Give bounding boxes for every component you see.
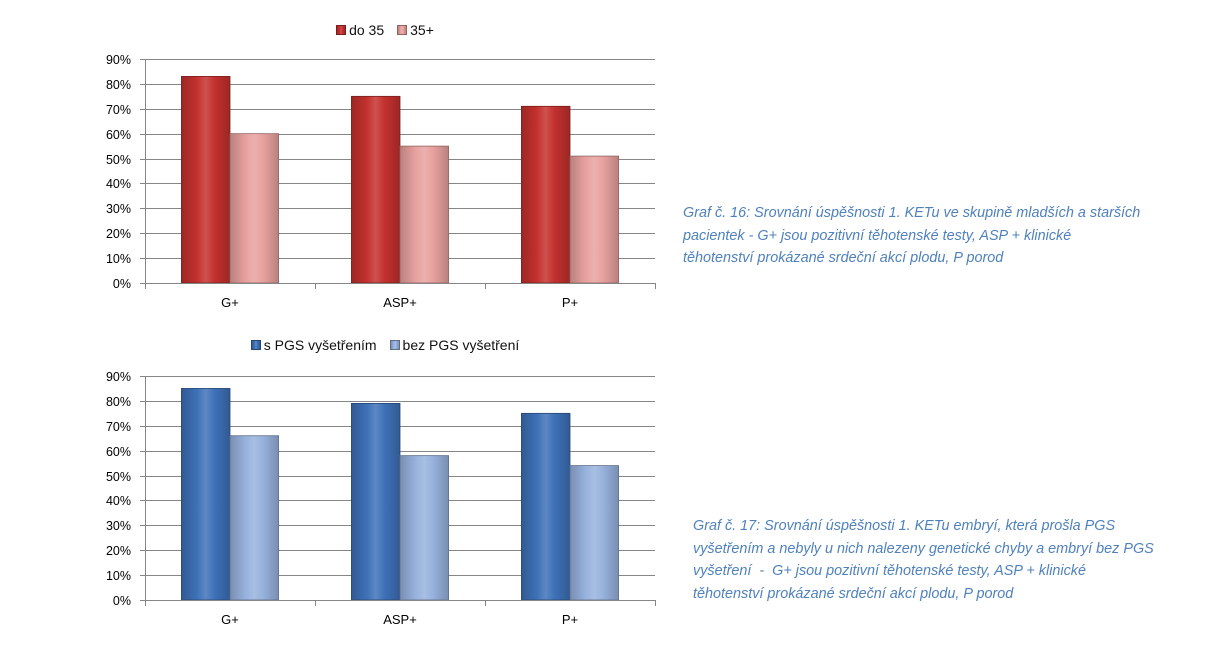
legend-marker [389,340,400,350]
y-tick-label: 10% [106,569,131,583]
caption-line: vyšetřením a nebyly u nich nalezeny gene… [693,540,1154,557]
chart-legend: do 35 35+ [90,21,680,39]
legend-item-s-pgs: s PGS vyšetřením [250,337,377,353]
y-tick-label: 50% [106,153,131,167]
figure-graf-17: s PGS vyšetřením bez PGS vyšetření 0% 10%… [90,330,680,636]
legend-label: 35+ [410,22,434,38]
figure-caption: Graf č. 17: Srovnání úspěšnosti 1. KETu … [693,515,1154,605]
y-tick-label: 40% [106,177,131,191]
y-tick-label: 0% [113,594,131,608]
bar-bez-pgs-vysetreni-p [569,465,619,601]
y-tick-label: 30% [106,519,131,533]
bar-bez-pgs-vysetreni-asp [399,455,449,601]
bar-chart: 0% 10% 20% 30% 40% 50% 60% 70% 80% 90% G+ ASP+ P+ [106,53,656,310]
caption-line: pacientek - G+ jsou pozitivní těhotenské… [683,227,1072,244]
y-tick-label: 0% [113,277,131,291]
chart-legend: s PGS vyšetřením bez PGS vyšetření [90,336,680,354]
x-category-label: P+ [562,295,578,310]
bar-35-asp [399,145,449,284]
legend-item-35-plus: 35+ [397,22,434,38]
bar-do-35-p [521,105,571,284]
y-tick-label: 80% [106,395,131,409]
y-tick-label: 40% [106,494,131,508]
legend-marker [397,25,408,35]
bar-bez-pgs-vysetreni-g [229,435,279,601]
y-tick-label: 90% [106,370,131,384]
caption-line: těhotenství prokázané srdeční akcí plodu… [693,585,1014,602]
bar-chart: 0% 10% 20% 30% 40% 50% 60% 70% 80% 90% G+ ASP+ P+ [106,370,656,627]
bar-35-p [569,155,619,284]
x-category-label: G+ [221,612,239,627]
legend-item-bez-pgs: bez PGS vyšetření [389,337,520,353]
y-tick-label: 90% [106,53,131,67]
bar-do-35-g [181,76,231,284]
y-tick-label: 60% [106,128,131,142]
legend-marker [336,25,347,35]
y-tick-label: 30% [106,202,131,216]
y-tick-label: 20% [106,544,131,558]
bar-s-pgs-vysetrenim-asp [351,402,401,601]
y-tick-label: 50% [106,470,131,484]
figure-caption: Graf č. 16: Srovnání úspěšnosti 1. KETu … [683,202,1140,270]
x-category-label: G+ [221,295,239,310]
legend-marker [250,340,261,350]
caption-line: těhotenství prokázané srdeční akcí plodu… [683,250,1004,267]
bar-s-pgs-vysetrenim-g [181,388,231,601]
bar-s-pgs-vysetrenim-p [521,412,571,601]
caption-line: vyšetření - G+ jsou pozitivní těhotenské… [693,563,1086,580]
caption-line: Graf č. 17: Srovnání úspěšnosti 1. KETu … [693,518,1116,534]
y-tick-label: 70% [106,103,131,117]
x-category-label: ASP+ [383,295,417,310]
x-category-label: ASP+ [383,612,417,627]
legend-label: bez PGS vyšetření [402,337,520,353]
legend-label: do 35 [349,22,385,38]
y-tick-label: 20% [106,227,131,241]
legend-item-do-35: do 35 [336,22,384,38]
y-tick-label: 60% [106,445,131,459]
bar-35-g [229,133,279,284]
caption-line: Graf č. 16: Srovnání úspěšnosti 1. KETu … [683,205,1141,221]
bar-do-35-asp [351,95,401,284]
y-tick-label: 10% [106,252,131,266]
figure-graf-16: do 35 35+ 0% 10% 20% 30% 40% 50% 60% 70% 80% 90% G… [90,15,680,320]
y-tick-label: 80% [106,78,131,92]
x-category-label: P+ [562,612,578,627]
y-tick-label: 70% [106,420,131,434]
legend-label: s PGS vyšetřením [263,337,377,353]
